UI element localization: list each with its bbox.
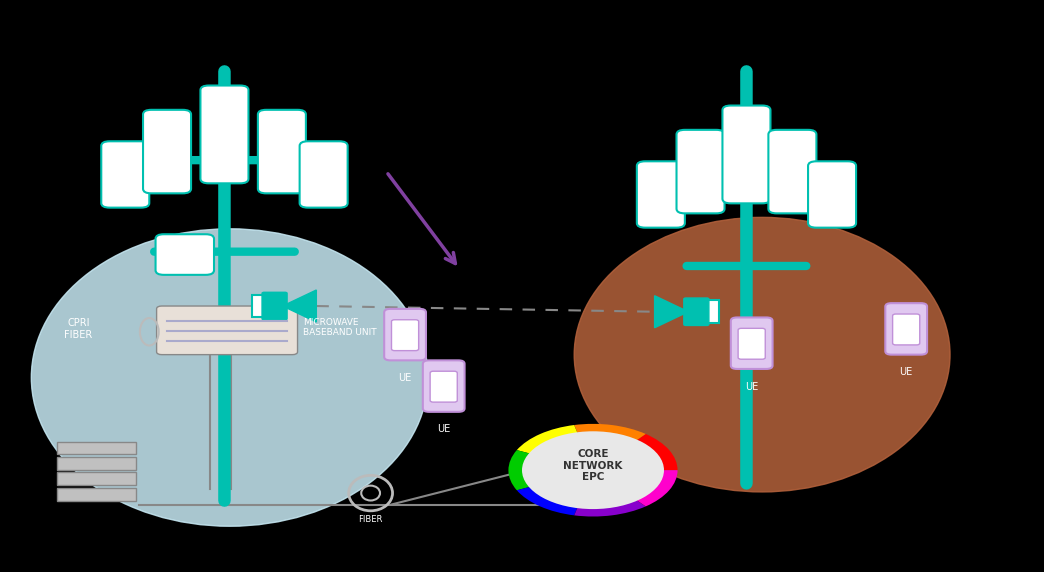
FancyBboxPatch shape bbox=[722, 106, 770, 204]
FancyBboxPatch shape bbox=[392, 320, 419, 351]
FancyBboxPatch shape bbox=[738, 328, 765, 359]
FancyBboxPatch shape bbox=[156, 235, 214, 275]
FancyBboxPatch shape bbox=[384, 309, 426, 360]
FancyBboxPatch shape bbox=[300, 141, 348, 208]
FancyBboxPatch shape bbox=[768, 130, 816, 213]
Wedge shape bbox=[593, 434, 678, 470]
FancyBboxPatch shape bbox=[893, 314, 920, 345]
FancyBboxPatch shape bbox=[200, 85, 248, 183]
Ellipse shape bbox=[574, 217, 950, 492]
FancyBboxPatch shape bbox=[57, 488, 136, 500]
FancyBboxPatch shape bbox=[731, 317, 773, 369]
FancyBboxPatch shape bbox=[885, 303, 927, 355]
Circle shape bbox=[522, 431, 664, 509]
Ellipse shape bbox=[31, 229, 428, 526]
FancyBboxPatch shape bbox=[252, 295, 264, 317]
FancyBboxPatch shape bbox=[143, 110, 191, 193]
FancyBboxPatch shape bbox=[707, 300, 719, 323]
Wedge shape bbox=[517, 425, 593, 470]
Text: MICROWAVE
BASEBAND UNIT: MICROWAVE BASEBAND UNIT bbox=[303, 318, 377, 337]
Text: CORE
NETWORK
EPC: CORE NETWORK EPC bbox=[564, 449, 622, 482]
Polygon shape bbox=[285, 290, 316, 322]
Text: UE: UE bbox=[437, 424, 450, 434]
FancyBboxPatch shape bbox=[677, 130, 725, 213]
FancyBboxPatch shape bbox=[157, 306, 298, 355]
Text: CPRI
FIBER: CPRI FIBER bbox=[64, 318, 93, 340]
FancyBboxPatch shape bbox=[258, 110, 306, 193]
FancyBboxPatch shape bbox=[637, 161, 685, 228]
Wedge shape bbox=[574, 424, 646, 470]
FancyBboxPatch shape bbox=[430, 371, 457, 402]
Polygon shape bbox=[655, 296, 686, 328]
Wedge shape bbox=[508, 450, 593, 490]
Text: UE: UE bbox=[900, 367, 912, 377]
FancyBboxPatch shape bbox=[57, 442, 136, 454]
FancyBboxPatch shape bbox=[808, 161, 856, 228]
FancyBboxPatch shape bbox=[57, 457, 136, 470]
Wedge shape bbox=[574, 470, 646, 517]
FancyBboxPatch shape bbox=[101, 141, 149, 208]
Wedge shape bbox=[593, 470, 678, 506]
FancyBboxPatch shape bbox=[684, 298, 709, 325]
FancyBboxPatch shape bbox=[57, 472, 136, 485]
Text: UE: UE bbox=[745, 382, 758, 391]
FancyBboxPatch shape bbox=[423, 360, 465, 412]
FancyBboxPatch shape bbox=[262, 292, 287, 320]
Text: UE: UE bbox=[399, 373, 411, 383]
Text: FIBER: FIBER bbox=[358, 515, 383, 524]
Wedge shape bbox=[517, 470, 593, 515]
